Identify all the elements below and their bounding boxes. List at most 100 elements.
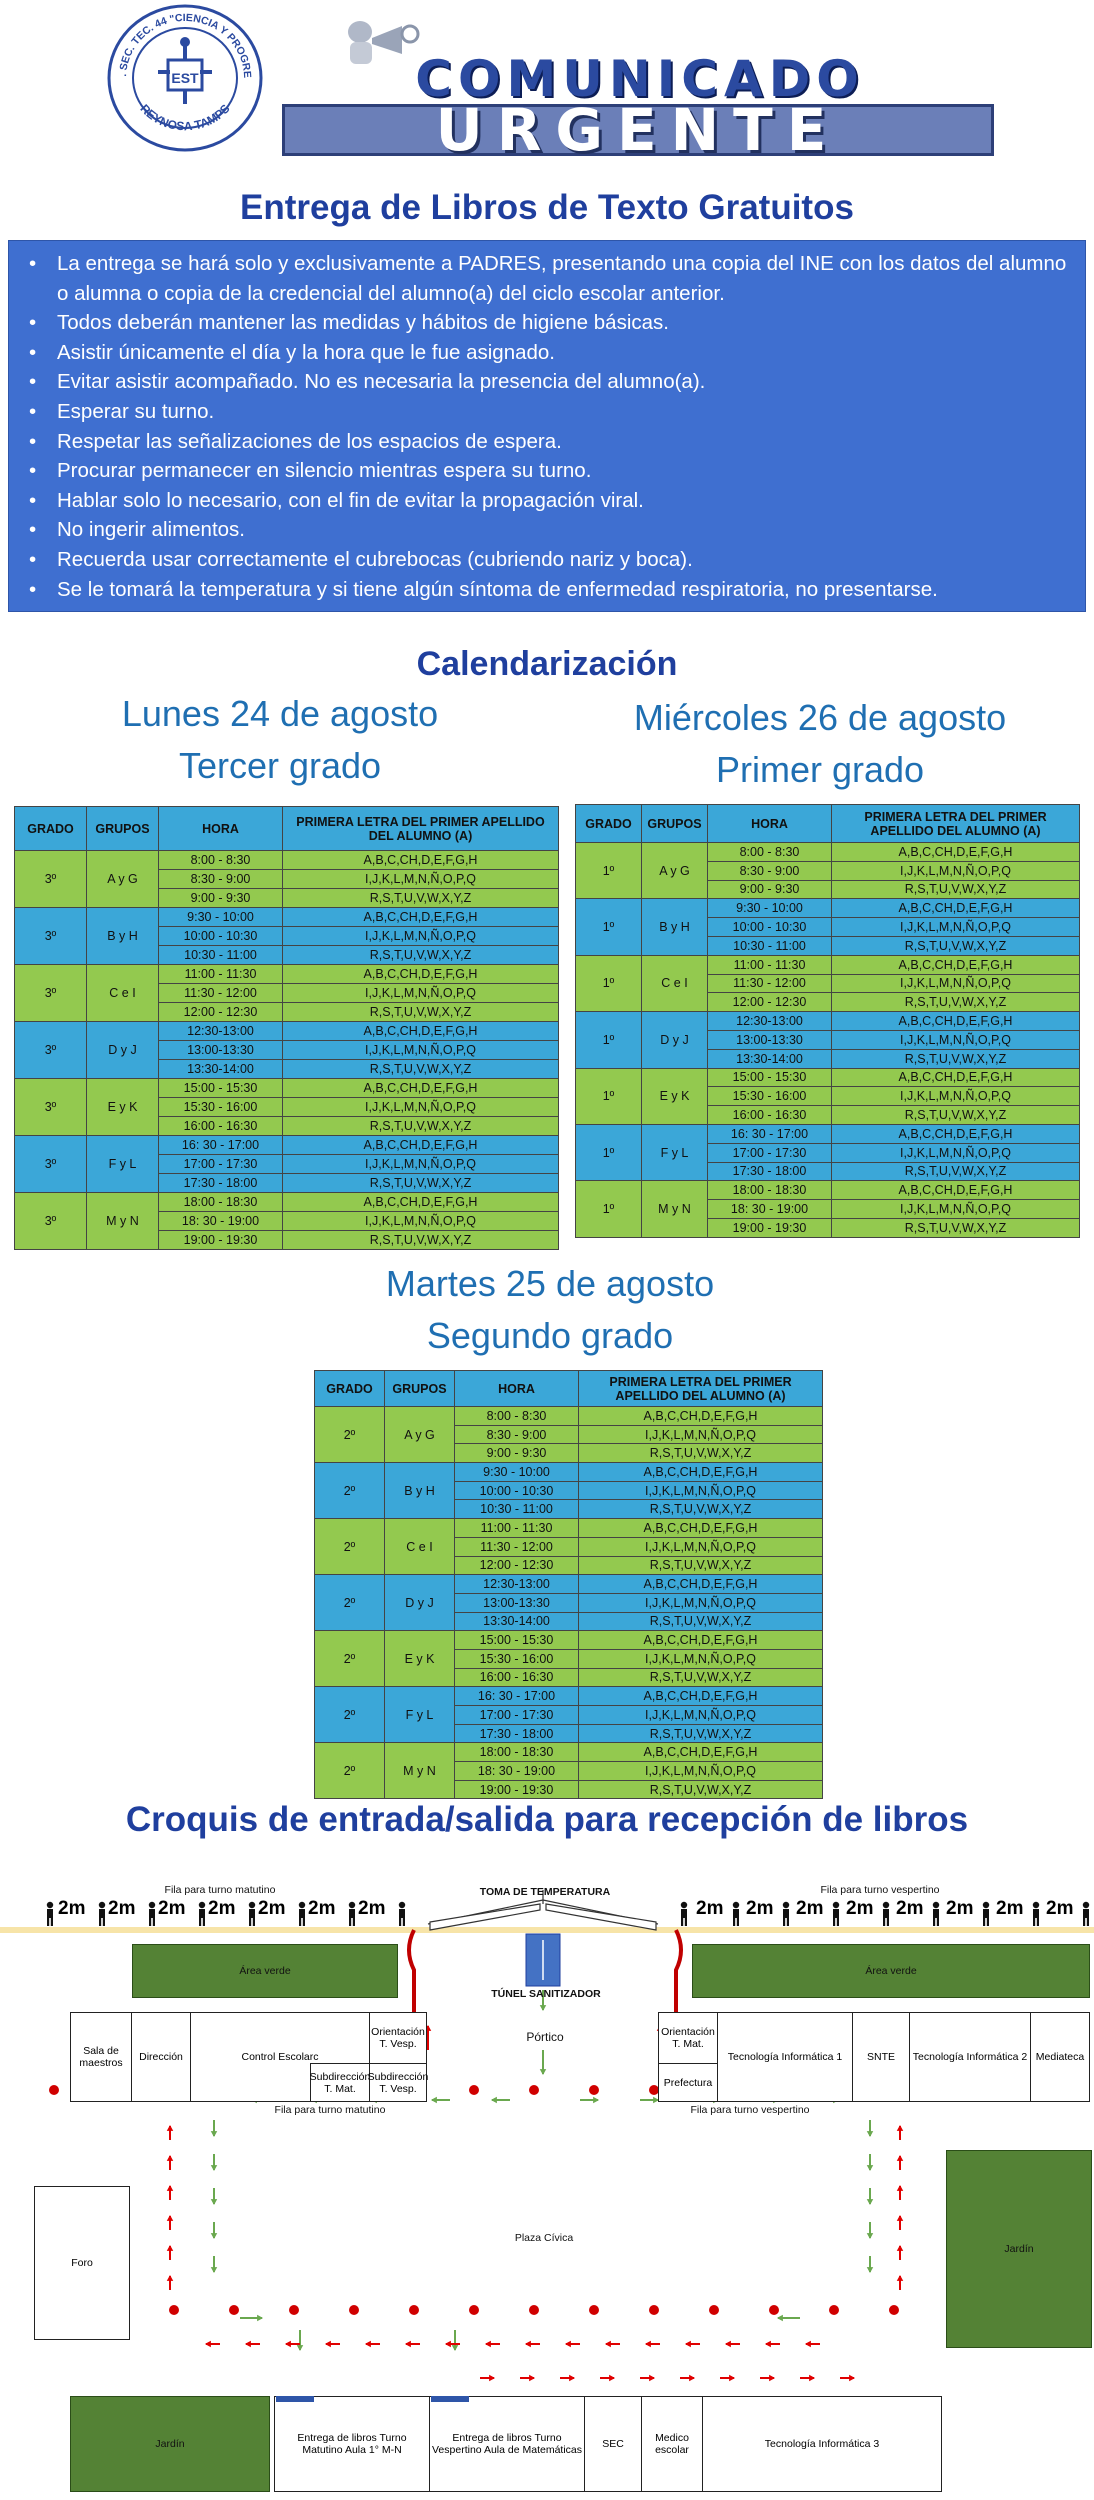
- letras-cell: I,J,K,L,M,N,Ñ,O,P,Q: [282, 1211, 559, 1231]
- hora-cell: 18: 30 - 19:00: [707, 1199, 832, 1219]
- flow-arrow-icon: [166, 2274, 174, 2290]
- grupos-cell: E y K: [86, 1078, 159, 1136]
- day-heading-monday: Lunes 24 de agosto Tercer grado: [40, 688, 520, 792]
- sidewalk: [0, 1927, 1094, 1933]
- flow-arrow-icon: [444, 2340, 460, 2348]
- room-subdireccion-vesp: Subdirección T. Vesp.: [368, 2063, 428, 2102]
- header-grado: GRADO: [14, 806, 87, 851]
- hora-cell: 19:00 - 19:30: [158, 1230, 283, 1250]
- grupos-cell: M y N: [86, 1192, 159, 1250]
- hora-cell: 11:00 - 11:30: [707, 954, 832, 975]
- grado-cell: 1º: [575, 1011, 642, 1069]
- flow-arrow-icon: [724, 2340, 740, 2348]
- red-dot: [709, 2305, 719, 2315]
- tunel-label: TÚNEL SANITIZADOR: [491, 1988, 601, 2000]
- red-dot: [169, 2305, 179, 2315]
- letras-cell: I,J,K,L,M,N,Ñ,O,P,Q: [578, 1592, 823, 1613]
- flow-arrow-icon: [640, 2374, 656, 2382]
- letras-cell: R,S,T,U,V,W,X,Y,Z: [578, 1499, 823, 1520]
- red-dot: [649, 2085, 659, 2095]
- letras-cell: I,J,K,L,M,N,Ñ,O,P,Q: [282, 869, 559, 889]
- flow-arrow-icon: [166, 2184, 174, 2200]
- grupos-cell: C e I: [384, 1518, 455, 1576]
- table-row: 17:30 - 18:00 R,S,T,U,V,W,X,Y,Z: [576, 1161, 1080, 1182]
- table-row: 1º A y G 8:00 - 8:30 A,B,C,CH,D,E,F,G,H: [575, 841, 1080, 900]
- rule-item: No ingerir alimentos.: [23, 515, 1073, 545]
- calendar-title: Calendarización: [416, 645, 678, 683]
- rule-item: Procurar permanecer en silencio mientras…: [23, 456, 1073, 486]
- letras-cell: I,J,K,L,M,N,Ñ,O,P,Q: [282, 1040, 559, 1060]
- flow-arrow-icon: [760, 2374, 776, 2382]
- table-row: 2º D y J 12:30-13:00 A,B,C,CH,D,E,F,G,H: [314, 1574, 823, 1632]
- letras-cell: R,S,T,U,V,W,X,Y,Z: [831, 1048, 1080, 1069]
- letras-cell: I,J,K,L,M,N,Ñ,O,P,Q: [578, 1705, 823, 1725]
- table-row: 15:30 - 16:00 I,J,K,L,M,N,Ñ,O,P,Q: [315, 1648, 823, 1669]
- hora-cell: 8:30 - 9:00: [707, 860, 832, 881]
- flow-arrow-icon: [764, 2340, 780, 2348]
- person-icon: [832, 1901, 840, 1926]
- table-row: 2º E y K 15:00 - 15:30 A,B,C,CH,D,E,F,G,H: [314, 1630, 823, 1688]
- room-sala-maestros: Sala de maestros: [70, 2012, 132, 2102]
- room-direccion: Dirección: [131, 2012, 191, 2102]
- person-icon: [782, 1901, 790, 1926]
- person-icon: [982, 1901, 990, 1926]
- table-row: 19:00 - 19:30 R,S,T,U,V,W,X,Y,Z: [15, 1230, 559, 1250]
- red-dot: [49, 2085, 59, 2095]
- hora-cell: 19:00 - 19:30: [707, 1217, 832, 1238]
- letras-cell: A,B,C,CH,D,E,F,G,H: [578, 1462, 823, 1482]
- table-row: 2º M y N 18:00 - 18:30 A,B,C,CH,D,E,F,G,H: [314, 1742, 823, 1800]
- grupos-cell: D y J: [641, 1011, 708, 1069]
- header-letra: PRIMERA LETRA DEL PRIMER APELLIDO DEL AL…: [831, 804, 1080, 843]
- table-row: 8:30 - 9:00 I,J,K,L,M,N,Ñ,O,P,Q: [315, 1424, 823, 1445]
- flow-arrow-icon: [210, 2154, 218, 2172]
- table-row: 19:00 - 19:30 R,S,T,U,V,W,X,Y,Z: [315, 1779, 823, 1800]
- room-foro: Foro: [34, 2186, 130, 2340]
- letras-cell: R,S,T,U,V,W,X,Y,Z: [578, 1611, 823, 1632]
- flow-arrow-icon: [539, 1990, 547, 2012]
- flow-arrow-icon: [804, 2340, 820, 2348]
- letras-cell: I,J,K,L,M,N,Ñ,O,P,Q: [578, 1424, 823, 1445]
- letras-cell: R,S,T,U,V,W,X,Y,Z: [282, 945, 559, 965]
- hora-cell: 15:00 - 15:30: [158, 1078, 283, 1098]
- grupos-cell: B y H: [641, 898, 708, 956]
- table-row: 18: 30 - 19:00 I,J,K,L,M,N,Ñ,O,P,Q: [576, 1199, 1080, 1219]
- letras-cell: A,B,C,CH,D,E,F,G,H: [831, 898, 1080, 919]
- flow-arrow-icon: [896, 2214, 904, 2230]
- grado-cell: 1º: [575, 1123, 642, 1182]
- flow-arrow-icon: [210, 2222, 218, 2240]
- flow-arrow-icon: [866, 2188, 874, 2206]
- hora-cell: 9:00 - 9:30: [707, 879, 832, 900]
- table-row: 11:30 - 12:00 I,J,K,L,M,N,Ñ,O,P,Q: [15, 983, 559, 1003]
- letras-cell: R,S,T,U,V,W,X,Y,Z: [831, 879, 1080, 900]
- hora-cell: 12:30-13:00: [707, 1011, 832, 1031]
- table-row: 16:00 - 16:30 R,S,T,U,V,W,X,Y,Z: [576, 1105, 1080, 1125]
- hora-cell: 10:30 - 11:00: [707, 935, 832, 956]
- hora-cell: 15:00 - 15:30: [707, 1067, 832, 1088]
- flow-arrow-icon: [866, 2120, 874, 2138]
- room-orientacion-vesp: Orientación T. Vesp.: [369, 2012, 427, 2064]
- distance-label: 2m: [896, 1898, 924, 1919]
- flow-arrow-icon: [896, 2184, 904, 2200]
- hora-cell: 9:00 - 9:30: [158, 888, 283, 908]
- grado-cell: 1º: [575, 898, 642, 956]
- grupos-cell: A y G: [384, 1405, 455, 1464]
- room-entrega-vespertino: Entrega de libros Turno Vespertino Aula …: [429, 2396, 585, 2492]
- flow-arrow-icon: [684, 2340, 700, 2348]
- person-icon: [98, 1901, 106, 1926]
- table-row: 1º E y K 15:00 - 15:30 A,B,C,CH,D,E,F,G,H: [575, 1067, 1080, 1125]
- table-row: 1º C e I 11:00 - 11:30 A,B,C,CH,D,E,F,G,H: [575, 954, 1080, 1013]
- hora-cell: 16:00 - 16:30: [454, 1667, 579, 1688]
- flow-arrow-icon: [524, 2340, 540, 2348]
- grado-cell: 2º: [314, 1462, 385, 1520]
- day-heading-wednesday: Miércoles 26 de agosto Primer grado: [580, 692, 1060, 796]
- hora-cell: 17:00 - 17:30: [454, 1705, 579, 1725]
- table-row: 3º M y N 18:00 - 18:30 A,B,C,CH,D,E,F,G,H: [14, 1192, 559, 1250]
- flow-arrow-icon: [296, 2330, 304, 2352]
- grupos-cell: C e I: [86, 964, 159, 1022]
- table-row: 17:30 - 18:00 R,S,T,U,V,W,X,Y,Z: [315, 1723, 823, 1744]
- flow-arrow-icon: [210, 2120, 218, 2138]
- hora-cell: 16:00 - 16:30: [707, 1105, 832, 1125]
- jardin-bottom: Jardín: [70, 2396, 270, 2492]
- flow-arrow-icon: [204, 2340, 220, 2348]
- table-row: 1º D y J 12:30-13:00 A,B,C,CH,D,E,F,G,H: [575, 1011, 1080, 1069]
